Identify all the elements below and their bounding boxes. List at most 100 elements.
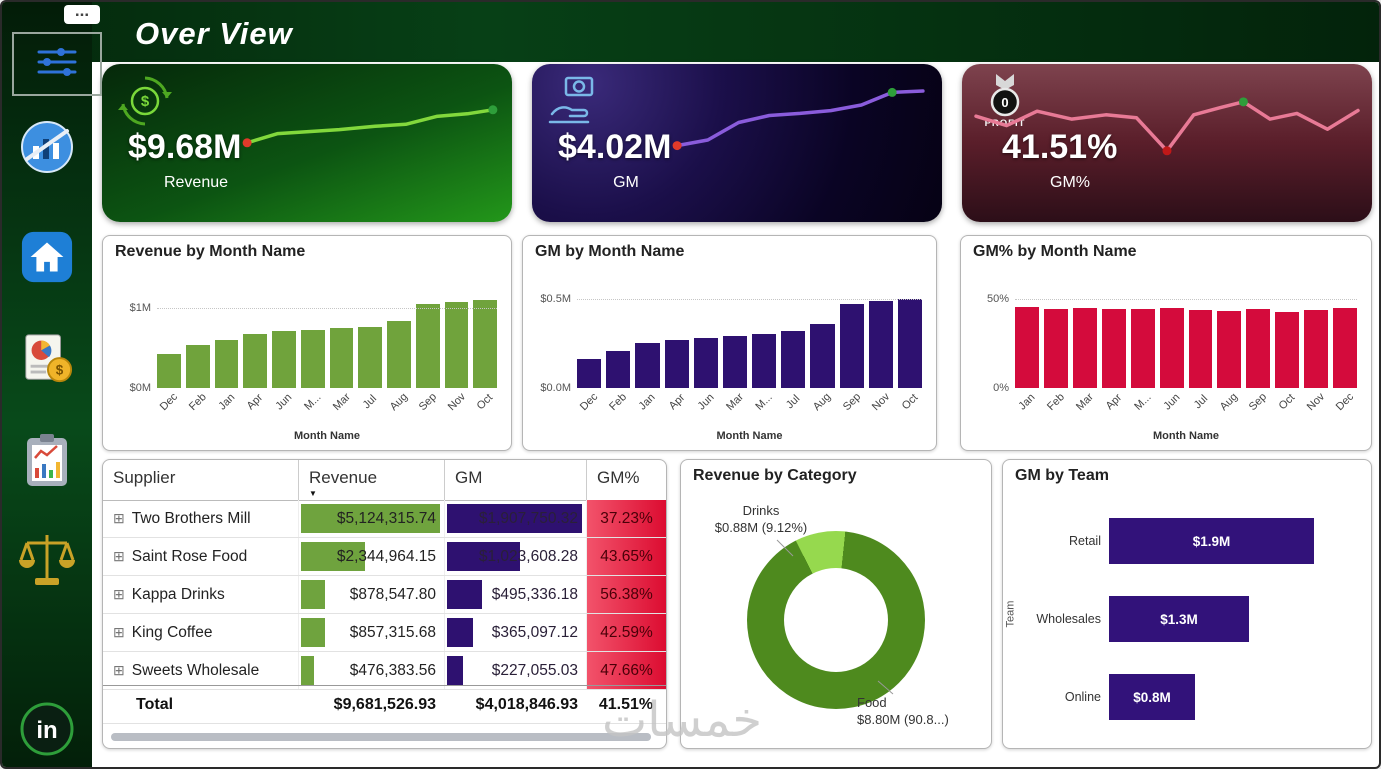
bar-Nov[interactable] bbox=[868, 301, 893, 388]
kpi-label-revenue: Revenue bbox=[163, 174, 229, 191]
gm-pct-cell: 37.23% bbox=[586, 500, 666, 537]
table-row[interactable]: ⊞ Kappa Drinks $878,547.80 $495,336.18 56.38… bbox=[103, 576, 666, 614]
x-axis-tick: Apr bbox=[1103, 391, 1125, 413]
bar-Online[interactable]: $0.8M bbox=[1109, 674, 1195, 720]
bar-Oct[interactable] bbox=[897, 299, 923, 388]
hbar-plot-area: Retail $1.9M Wholesales $1.3M Online $0.8M bbox=[1021, 502, 1357, 736]
bar-Sep[interactable] bbox=[1246, 309, 1271, 388]
bar-Jul[interactable] bbox=[781, 331, 806, 388]
bar-Jul[interactable] bbox=[1188, 310, 1213, 388]
horizontal-scrollbar[interactable] bbox=[111, 733, 651, 741]
bar-Jan[interactable] bbox=[1015, 307, 1039, 388]
gm-by-month-chart[interactable]: GM by Month Name Dec Feb Jan Apr Jun Mar M... J… bbox=[522, 235, 937, 451]
x-axis-tick: Apr bbox=[244, 391, 266, 413]
expand-icon[interactable]: ⊞ bbox=[113, 510, 125, 526]
bar-Feb[interactable] bbox=[606, 351, 631, 388]
bar-Retail[interactable]: $1.9M bbox=[1109, 518, 1314, 564]
expand-icon[interactable]: ⊞ bbox=[113, 586, 125, 602]
gm-pct-value: 43.65% bbox=[600, 547, 653, 565]
gm-pct-by-month-chart[interactable]: GM% by Month Name Jan Feb Mar Apr M... Jun Jul… bbox=[960, 235, 1372, 451]
sidebar-item-home[interactable] bbox=[18, 230, 76, 288]
y-axis-tick: 50% bbox=[986, 292, 1009, 305]
x-axis-tick: Jul bbox=[1191, 392, 1210, 412]
bar-M...[interactable] bbox=[752, 334, 777, 388]
x-axis-tick: Jun bbox=[273, 391, 295, 413]
bar-Jul[interactable] bbox=[358, 327, 382, 388]
table-row[interactable]: ⊞ King Coffee $857,315.68 $365,097.12 42.59% bbox=[103, 614, 666, 652]
revenue-by-category-chart[interactable]: Revenue by Category Drinks $0.88M (9.12%… bbox=[680, 459, 992, 749]
hand-money-icon bbox=[544, 72, 608, 132]
bar-Feb[interactable] bbox=[1043, 309, 1068, 388]
gm-data-bar bbox=[447, 504, 583, 533]
sidebar-item-logo[interactable] bbox=[18, 120, 76, 178]
bar-Jun[interactable] bbox=[1159, 308, 1184, 388]
bar-M...[interactable] bbox=[1130, 309, 1155, 388]
bar-Dec[interactable] bbox=[157, 354, 181, 388]
x-axis-tick: Oct bbox=[474, 391, 496, 413]
bar-Apr[interactable] bbox=[664, 340, 689, 388]
sparkline-marker bbox=[488, 105, 498, 115]
column-header-revenue[interactable]: Revenue ▼ bbox=[298, 460, 444, 500]
bar-Aug[interactable] bbox=[810, 324, 835, 388]
x-axis-tick: Sep bbox=[1247, 390, 1270, 414]
revenue-data-bar bbox=[301, 580, 325, 609]
column-header-gm-pct[interactable]: GM% bbox=[586, 460, 666, 500]
bar-Sep[interactable] bbox=[839, 304, 864, 388]
table-row[interactable]: ⊞ Sweets Wholesale $476,383.56 $227,055.03 4… bbox=[103, 652, 666, 690]
gm-pct-sparkline bbox=[974, 97, 1360, 156]
bar-Sep[interactable] bbox=[415, 304, 440, 388]
bar-M...[interactable] bbox=[300, 330, 325, 388]
revenue-data-bar bbox=[301, 656, 314, 685]
column-header-gm[interactable]: GM bbox=[444, 460, 586, 500]
sidebar-item-linkedin[interactable]: in bbox=[18, 702, 76, 760]
bar-Apr[interactable] bbox=[1101, 309, 1126, 388]
column-header-supplier[interactable]: Supplier bbox=[113, 468, 176, 487]
revenue-by-month-chart[interactable]: Revenue by Month Name Dec Feb Jan Apr Jun M..… bbox=[102, 235, 512, 451]
bar-Dec[interactable] bbox=[1333, 308, 1358, 388]
gm-by-team-chart[interactable]: GM by Team Team Retail $1.9M Wholesales $1.… bbox=[1002, 459, 1372, 749]
supplier-name: Saint Rose Food bbox=[131, 547, 248, 565]
gm-pct-value: 37.23% bbox=[600, 509, 653, 527]
bar-Oct[interactable] bbox=[473, 300, 497, 388]
more-options-button[interactable]: ... bbox=[64, 2, 100, 24]
table-row[interactable]: ⊞ Two Brothers Mill $5,124,315.74 $1,907,75… bbox=[103, 500, 666, 538]
gm-value: $1,907,750.32 bbox=[478, 509, 578, 527]
x-axis-tick: Dec bbox=[577, 390, 601, 414]
sidebar-item-finance[interactable]: $ bbox=[18, 332, 76, 390]
bar-Jun[interactable] bbox=[693, 338, 718, 388]
sidebar-item-balance[interactable] bbox=[18, 534, 76, 592]
bar-Jan[interactable] bbox=[214, 340, 239, 388]
bar-Apr[interactable] bbox=[243, 334, 267, 388]
bar-Mar[interactable] bbox=[722, 336, 748, 388]
bar-Mar[interactable] bbox=[1072, 308, 1097, 388]
expand-icon[interactable]: ⊞ bbox=[113, 662, 125, 678]
bar-Jun[interactable] bbox=[272, 331, 296, 388]
bar-Feb[interactable] bbox=[185, 345, 210, 388]
supplier-table[interactable]: Supplier Revenue ▼ GM GM% ⊞ Two Brothers M… bbox=[102, 459, 667, 749]
linkedin-icon: in bbox=[19, 701, 75, 762]
watermark: خمسات bbox=[602, 694, 763, 747]
table-row[interactable]: ⊞ Saint Rose Food $2,344,964.15 $1,023,608.… bbox=[103, 538, 666, 576]
bar-Dec[interactable] bbox=[577, 359, 602, 388]
sidebar-item-report[interactable] bbox=[18, 433, 76, 492]
bar-Wholesales[interactable]: $1.3M bbox=[1109, 596, 1249, 642]
bar-Aug[interactable] bbox=[1217, 311, 1242, 388]
bar-Nov[interactable] bbox=[1304, 310, 1329, 388]
kpi-value-gm: $4.02M bbox=[558, 128, 672, 166]
kpi-card-gm-pct[interactable]: 0 PROFIT 41.51% GM% bbox=[962, 64, 1372, 222]
y-axis-tick: $0M bbox=[129, 382, 151, 394]
expand-icon[interactable]: ⊞ bbox=[113, 624, 125, 640]
sidebar-item-slicer[interactable] bbox=[12, 32, 102, 96]
bar-Aug[interactable] bbox=[387, 321, 411, 388]
bar-Oct[interactable] bbox=[1275, 312, 1300, 388]
gm-data-bar bbox=[447, 542, 521, 571]
expand-icon[interactable]: ⊞ bbox=[113, 548, 125, 564]
bar-Mar[interactable] bbox=[329, 328, 354, 388]
kpi-card-revenue[interactable]: $ $9.68M Revenue bbox=[102, 64, 512, 222]
team-bar-row: Online $0.8M bbox=[1021, 674, 1357, 720]
revenue-value: $878,547.80 bbox=[349, 585, 436, 603]
kpi-card-gm[interactable]: $4.02M GM bbox=[532, 64, 942, 222]
bar-Jan[interactable] bbox=[635, 343, 660, 388]
bar-Nov[interactable] bbox=[444, 302, 469, 388]
